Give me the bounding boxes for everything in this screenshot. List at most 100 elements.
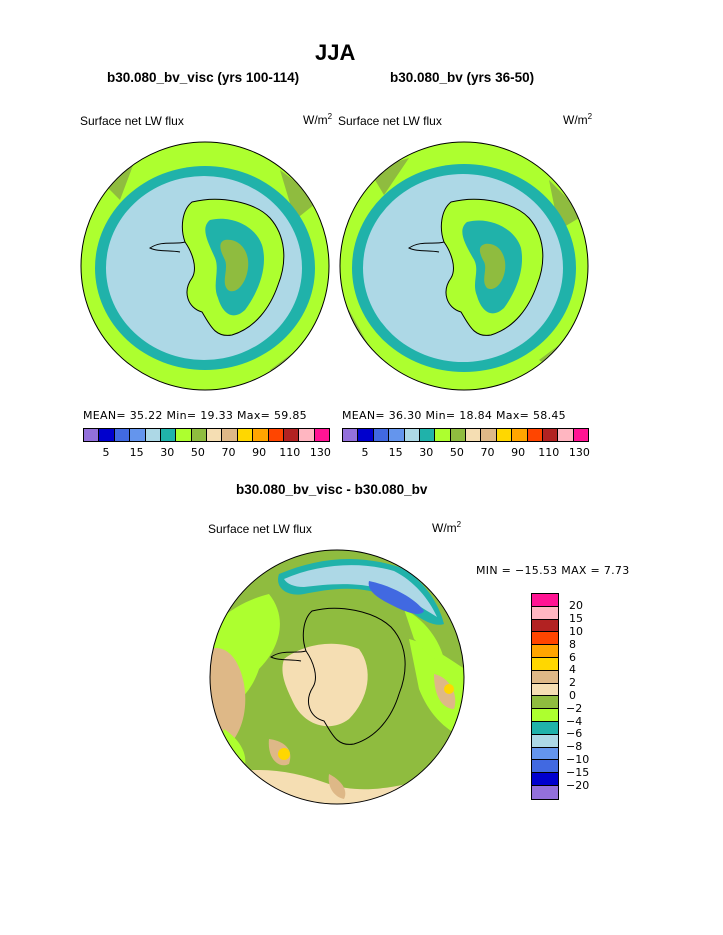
diff-title: b30.080_bv_visc - b30.080_bv: [236, 482, 428, 497]
diff-colorbar-label: −8: [566, 740, 583, 754]
diff-colorbar-label: −2: [566, 701, 583, 715]
colorbar-box: [343, 429, 359, 441]
colorbar-tick-label: 30: [419, 446, 434, 459]
diff-colorbar-box: [532, 696, 558, 710]
colorbar-tick-label: 90: [252, 446, 267, 459]
colorbar-tick-label: 70: [480, 446, 495, 459]
colorbar-box: [268, 429, 284, 441]
colorbar-box: [176, 429, 192, 441]
diff-colorbar-box: [532, 709, 558, 722]
colorbar-box: [299, 429, 315, 441]
panel-2-stats: MEAN= 36.30 Min= 18.84 Max= 58.45: [342, 409, 566, 422]
diff-colorbar-label: 20: [569, 599, 583, 613]
panel-2-variable: Surface net LW flux: [338, 114, 442, 128]
diff-colorbar-box: [532, 760, 558, 774]
colorbar-tick-label: 110: [538, 446, 560, 459]
diff-colorbar-label: −10: [566, 752, 590, 766]
colorbar-box: [283, 429, 300, 441]
diff-colorbar-label: −6: [566, 727, 583, 741]
colorbar-box: [358, 429, 374, 441]
diff-colorbar-box: [532, 747, 558, 761]
diff-colorbar-box: [532, 773, 558, 786]
diff-colorbar-box: [532, 657, 558, 671]
diff-colorbar-labels: 20 15 10 8 6 4 2 0 −2 −4 −6 −8 −10 −15 −20: [566, 593, 606, 803]
colorbar-tick-label: 50: [190, 446, 205, 459]
colorbar-tick-label: 90: [511, 446, 526, 459]
colorbar-tick-label: 5: [102, 446, 110, 459]
diff-colorbar-label: 0: [569, 688, 576, 702]
colorbar-box: [253, 429, 269, 441]
diff-colorbar-box: [532, 785, 558, 799]
colorbar-box: [435, 429, 451, 441]
diff-colorbar-box: [532, 594, 558, 607]
diff-colorbar-label: 10: [569, 624, 583, 638]
panel-1-stats: MEAN= 35.22 Min= 19.33 Max= 59.85: [83, 409, 307, 422]
colorbar-box: [373, 429, 390, 441]
diff-colorbar-label: 2: [569, 676, 576, 690]
colorbar-box: [145, 429, 161, 441]
colorbar-box: [84, 429, 100, 441]
colorbar-box: [496, 429, 513, 441]
colorbar-tick-label: 130: [309, 446, 331, 459]
panel-1-title: b30.080_bv_visc (yrs 100-114): [107, 70, 300, 85]
colorbar-box: [419, 429, 436, 441]
colorbar-tick-label: 30: [160, 446, 175, 459]
diff-colorbar-box: [532, 632, 558, 646]
colorbar-box: [558, 429, 574, 441]
colorbar-box: [389, 429, 405, 441]
panel-1-variable: Surface net LW flux: [80, 114, 184, 128]
colorbar-box: [481, 429, 497, 441]
diff-colorbar-box: [532, 619, 558, 633]
diff-colorbar-box: [532, 606, 558, 620]
diff-colorbar-box: [532, 683, 558, 697]
colorbar-box: [527, 429, 543, 441]
panel-1-colorbar-ticks: 5 15 30 50 70 90 110 130: [83, 446, 331, 460]
main-title: JJA: [315, 40, 356, 65]
panel-1-units: W/m2: [303, 112, 333, 127]
panel-2-title: b30.080_bv (yrs 36-50): [390, 70, 535, 85]
colorbar-tick-label: 70: [221, 446, 236, 459]
diff-polar-map: [209, 549, 465, 805]
colorbar-tick-label: 130: [568, 446, 590, 459]
colorbar-box: [222, 429, 238, 441]
panel-2-colorbar-ticks: 5 15 30 50 70 90 110 130: [342, 446, 590, 460]
panel-2-units: W/m2: [563, 112, 593, 127]
diff-colorbar-box: [532, 734, 558, 748]
diff-colorbar-label: 8: [569, 637, 576, 651]
colorbar-box: [114, 429, 131, 441]
panel-1-polar-map: [80, 141, 330, 391]
panel-1-colorbar: [83, 428, 330, 442]
diff-colorbar-box: [532, 645, 558, 658]
colorbar-tick-label: 50: [449, 446, 464, 459]
colorbar-box: [314, 429, 329, 441]
colorbar-box: [191, 429, 207, 441]
diff-colorbar-label: 15: [569, 612, 583, 626]
colorbar-tick-label: 15: [388, 446, 403, 459]
diff-colorbar-label: −4: [566, 714, 583, 728]
colorbar-box: [573, 429, 588, 441]
diff-colorbar-label: 4: [569, 663, 576, 677]
colorbar-box: [404, 429, 420, 441]
diff-colorbar: [531, 593, 559, 800]
colorbar-tick-label: 15: [129, 446, 144, 459]
colorbar-box: [207, 429, 223, 441]
colorbar-box: [130, 429, 146, 441]
diff-colorbar-box: [532, 721, 558, 735]
colorbar-box: [99, 429, 115, 441]
diff-colorbar-label: −20: [566, 778, 590, 792]
colorbar-tick-label: 110: [279, 446, 301, 459]
colorbar-box: [512, 429, 528, 441]
colorbar-box: [237, 429, 254, 441]
diff-units: W/m2: [432, 520, 462, 535]
panel-2-polar-map: [339, 141, 589, 391]
diff-minmax: MIN = −15.53 MAX = 7.73: [476, 564, 630, 577]
diff-colorbar-box: [532, 670, 558, 684]
colorbar-tick-label: 5: [361, 446, 369, 459]
colorbar-box: [450, 429, 466, 441]
colorbar-box: [160, 429, 177, 441]
colorbar-box: [466, 429, 482, 441]
diff-colorbar-label: 6: [569, 650, 576, 664]
panel-2-colorbar: [342, 428, 589, 442]
diff-colorbar-label: −15: [566, 765, 590, 779]
